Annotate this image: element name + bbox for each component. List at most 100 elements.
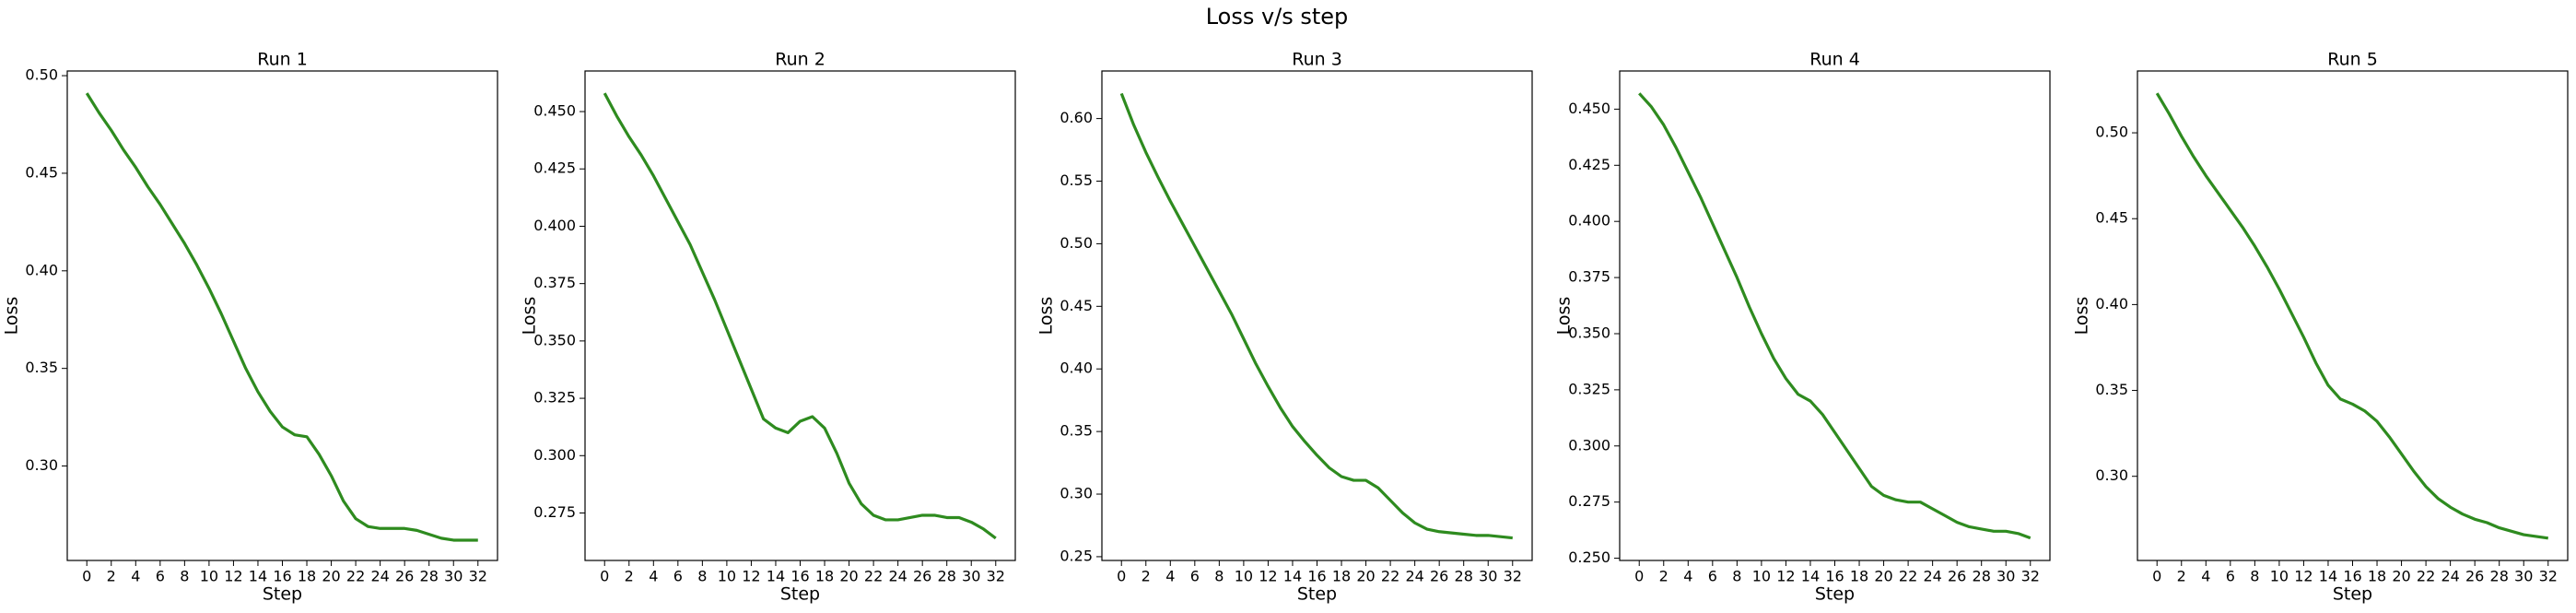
y-tick-label: 0.45 — [25, 163, 58, 181]
x-tick-label: 22 — [1381, 568, 1399, 585]
x-tick-label: 12 — [742, 568, 760, 585]
x-tick-label: 22 — [1899, 568, 1917, 585]
x-tick-label: 30 — [1479, 568, 1497, 585]
loss-line — [1638, 92, 2032, 540]
x-tick-label: 2 — [1659, 568, 1669, 585]
y-tick-label: 0.425 — [1568, 156, 1610, 173]
axes-frame — [66, 70, 498, 561]
x-tick-label: 20 — [839, 568, 858, 585]
x-axis-label: Step — [2333, 584, 2372, 605]
x-tick-label: 0 — [2152, 568, 2161, 585]
x-tick-label: 14 — [2319, 568, 2337, 585]
y-tick-label: 0.45 — [1060, 297, 1093, 314]
x-tick-label: 8 — [697, 568, 707, 585]
y-tick-label: 0.60 — [1060, 109, 1093, 126]
y-tick-label: 0.30 — [25, 456, 58, 474]
y-tick-label: 0.325 — [1568, 380, 1610, 397]
figure-title: Loss v/s step — [1206, 4, 1349, 29]
y-axis-label: Loss — [2, 297, 22, 336]
x-tick-label: 8 — [1732, 568, 1741, 585]
y-tick-label: 0.35 — [25, 359, 58, 376]
y-tick-label: 0.425 — [533, 159, 576, 177]
x-tick-label: 2 — [1142, 568, 1151, 585]
y-tick-label: 0.275 — [1568, 492, 1610, 510]
y-tick-label: 0.400 — [1568, 212, 1610, 230]
x-tick-label: 14 — [1283, 568, 1302, 585]
x-tick-label: 18 — [1332, 568, 1351, 585]
x-tick-label: 32 — [987, 568, 1005, 585]
x-tick-label: 28 — [938, 568, 956, 585]
x-tick-label: 18 — [298, 568, 316, 585]
y-tick-label: 0.350 — [1568, 324, 1610, 341]
loss-line — [1119, 92, 1513, 540]
x-tick-label: 18 — [2368, 568, 2386, 585]
x-tick-label: 14 — [249, 568, 267, 585]
y-tick-label: 0.375 — [533, 274, 576, 291]
x-tick-label: 8 — [2250, 568, 2259, 585]
x-tick-label: 4 — [1683, 568, 1692, 585]
x-axis-label: Step — [1815, 584, 1855, 605]
x-tick-label: 32 — [2539, 568, 2558, 585]
x-tick-label: 14 — [1801, 568, 1820, 585]
x-tick-label: 26 — [1948, 568, 1966, 585]
x-tick-label: 6 — [1708, 568, 1717, 585]
x-tick-label: 4 — [1165, 568, 1175, 585]
y-tick-label: 0.30 — [1060, 485, 1093, 502]
x-tick-label: 20 — [1874, 568, 1892, 585]
panel-title: Run 2 — [775, 50, 825, 70]
x-tick-label: 24 — [2441, 568, 2459, 585]
panel-title: Run 5 — [2327, 50, 2378, 70]
x-tick-label: 0 — [1117, 568, 1126, 585]
y-tick-label: 0.300 — [1568, 436, 1610, 454]
panel-title: Run 3 — [1292, 50, 1342, 70]
x-tick-label: 10 — [1235, 568, 1253, 585]
x-tick-label: 26 — [2465, 568, 2484, 585]
y-tick-label: 0.55 — [1060, 171, 1093, 189]
x-axis-label: Step — [263, 584, 302, 605]
x-tick-label: 6 — [673, 568, 683, 585]
x-tick-label: 6 — [1190, 568, 1200, 585]
y-tick-label: 0.450 — [1568, 100, 1610, 117]
x-tick-label: 18 — [815, 568, 834, 585]
axes-frame — [1619, 70, 2051, 561]
loss-line — [603, 92, 997, 540]
y-tick-label: 0.30 — [2095, 466, 2128, 484]
y-tick-label: 0.275 — [533, 503, 576, 521]
x-tick-label: 24 — [888, 568, 907, 585]
y-axis-label: Loss — [1036, 297, 1057, 336]
x-axis-label: Step — [1297, 584, 1337, 605]
x-tick-label: 22 — [346, 568, 365, 585]
loss-line — [2155, 92, 2548, 540]
x-tick-label: 22 — [2417, 568, 2435, 585]
x-tick-label: 30 — [962, 568, 980, 585]
x-tick-label: 10 — [718, 568, 736, 585]
x-tick-label: 10 — [1752, 568, 1771, 585]
x-tick-label: 16 — [790, 568, 809, 585]
x-tick-label: 16 — [2343, 568, 2361, 585]
x-tick-label: 12 — [2294, 568, 2313, 585]
y-axis-label: Loss — [1554, 297, 1575, 336]
y-tick-label: 0.45 — [2095, 209, 2128, 227]
x-axis-label: Step — [780, 584, 820, 605]
x-tick-label: 32 — [469, 568, 487, 585]
x-tick-label: 24 — [1405, 568, 1423, 585]
y-tick-label: 0.35 — [1060, 422, 1093, 440]
x-tick-label: 6 — [2226, 568, 2235, 585]
x-tick-label: 16 — [1307, 568, 1326, 585]
y-tick-label: 0.40 — [2095, 295, 2128, 312]
x-tick-label: 2 — [2177, 568, 2186, 585]
axes-frame — [1101, 70, 1533, 561]
x-tick-label: 22 — [864, 568, 883, 585]
x-tick-label: 2 — [107, 568, 116, 585]
x-tick-label: 28 — [1455, 568, 1473, 585]
y-tick-label: 0.350 — [533, 331, 576, 348]
x-tick-label: 0 — [600, 568, 609, 585]
x-tick-label: 30 — [444, 568, 463, 585]
y-tick-label: 0.40 — [25, 261, 58, 278]
x-tick-label: 28 — [1973, 568, 1991, 585]
y-tick-label: 0.50 — [2095, 124, 2128, 141]
x-tick-label: 0 — [82, 568, 91, 585]
axes-frame — [584, 70, 1016, 561]
